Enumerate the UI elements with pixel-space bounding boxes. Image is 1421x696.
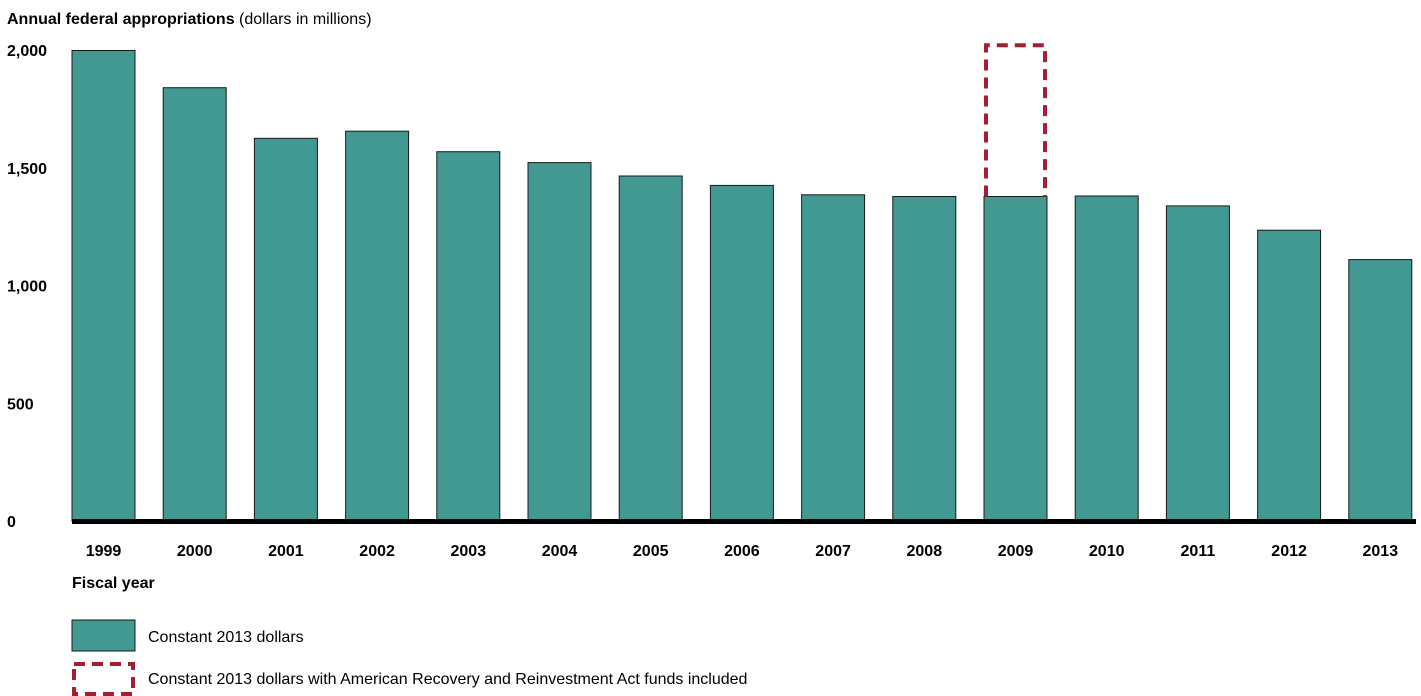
bar-2006 bbox=[709, 184, 774, 522]
x-tick-label: 2003 bbox=[451, 543, 487, 560]
x-axis-line bbox=[72, 519, 1416, 524]
arra-bar-2009 bbox=[984, 43, 1047, 197]
y-axis-ticks: 0 500 1,000 1,500 2,000 bbox=[7, 43, 47, 531]
legend-swatch-constant-dollars bbox=[71, 619, 136, 652]
y-tick-label: 1,500 bbox=[7, 161, 47, 178]
bar-2004 bbox=[527, 162, 592, 522]
x-axis-ticks: 1999 2000 2001 2002 2003 2004 2005 2006 2007 2008… bbox=[86, 543, 1398, 560]
x-tick-label: 2010 bbox=[1089, 543, 1125, 560]
bar-2001 bbox=[253, 137, 318, 522]
x-tick-label: 2006 bbox=[724, 543, 760, 560]
bar-2008 bbox=[892, 196, 957, 522]
x-tick-label: 1999 bbox=[86, 543, 122, 560]
y-tick-label: 2,000 bbox=[7, 43, 47, 60]
bar-1999 bbox=[71, 50, 136, 522]
bar-2011 bbox=[1165, 205, 1230, 522]
legend-label-arra: Constant 2013 dollars with American Reco… bbox=[148, 671, 747, 688]
x-tick-label: 2004 bbox=[542, 543, 578, 560]
y-tick-label: 500 bbox=[7, 396, 34, 413]
bar-2007 bbox=[801, 194, 866, 522]
bar-2010 bbox=[1074, 195, 1139, 522]
bars-group bbox=[71, 50, 1413, 522]
y-axis-label-unit: (dollars in millions) bbox=[235, 11, 372, 28]
x-tick-label: 2000 bbox=[177, 543, 213, 560]
legend-swatch-arra bbox=[72, 662, 135, 696]
x-tick-label: 2012 bbox=[1271, 543, 1307, 560]
bar-2005 bbox=[618, 175, 683, 522]
arra-bars-group bbox=[984, 43, 1047, 197]
x-axis-label: Fiscal year bbox=[72, 575, 155, 592]
x-tick-label: 2005 bbox=[633, 543, 669, 560]
bar-2003 bbox=[436, 151, 501, 522]
y-axis-label: Annual federal appropriations (dollars i… bbox=[7, 11, 372, 28]
legend: Constant 2013 dollars Constant 2013 doll… bbox=[71, 619, 747, 696]
x-tick-label: 2001 bbox=[268, 543, 304, 560]
bar-2013 bbox=[1348, 259, 1413, 522]
bar-2002 bbox=[345, 130, 410, 522]
x-tick-label: 2013 bbox=[1363, 543, 1399, 560]
y-tick-label: 1,000 bbox=[7, 279, 47, 296]
bar-2009 bbox=[983, 196, 1048, 522]
x-tick-label: 2007 bbox=[815, 543, 851, 560]
bar-2012 bbox=[1257, 229, 1322, 522]
bar-2000 bbox=[162, 87, 227, 522]
x-tick-label: 2002 bbox=[359, 543, 395, 560]
y-tick-label: 0 bbox=[7, 514, 16, 531]
x-tick-label: 2009 bbox=[998, 543, 1034, 560]
legend-label-constant-dollars: Constant 2013 dollars bbox=[148, 629, 304, 646]
x-tick-label: 2011 bbox=[1181, 543, 1216, 560]
x-tick-label: 2008 bbox=[907, 543, 943, 560]
y-axis-label-bold: Annual federal appropriations bbox=[7, 11, 235, 28]
